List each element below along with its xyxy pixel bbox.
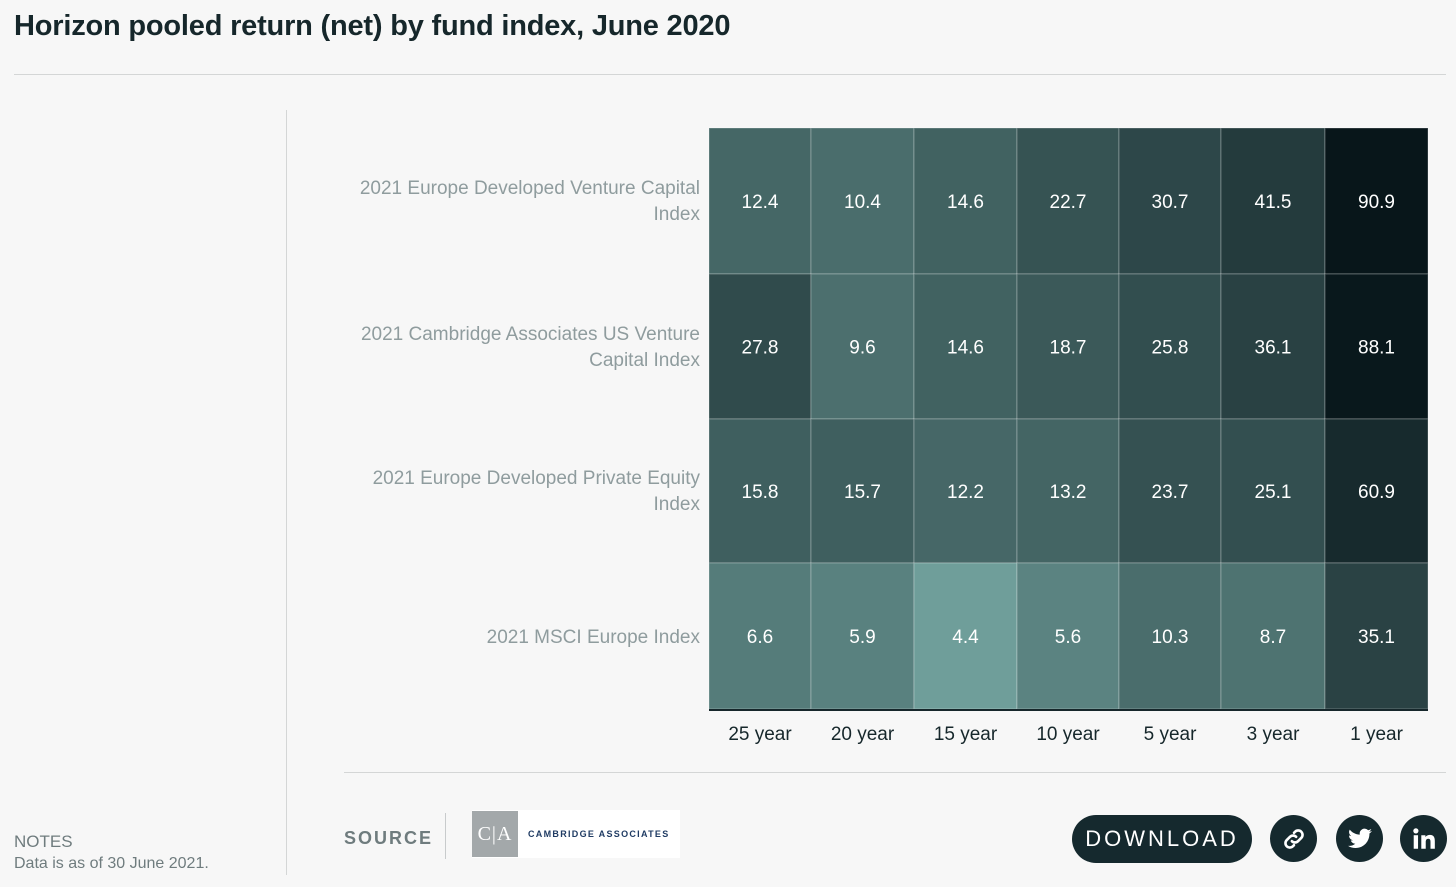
cell-value-label: 4.4	[952, 627, 979, 648]
link-icon	[1281, 826, 1307, 852]
cell-value-label: 9.6	[849, 338, 875, 359]
download-button[interactable]: DOWNLOAD	[1072, 815, 1252, 863]
source-divider	[445, 813, 446, 859]
x-tick-label: 1 year	[1350, 724, 1403, 745]
heatmap-cell	[1118, 562, 1222, 710]
title-divider	[14, 74, 1446, 75]
cell-value-label: 25.8	[1152, 338, 1189, 359]
heatmap-cell	[708, 562, 812, 710]
cell-value-label: 30.7	[1152, 192, 1189, 213]
cell-value-label: 13.2	[1050, 482, 1087, 503]
row-label: 2021 Europe Developed Private Equity Ind…	[372, 468, 700, 515]
cell-value-label: 5.9	[849, 627, 875, 648]
heatmap-cell	[1220, 273, 1326, 420]
cambridge-associates-logo: C|A CAMBRIDGE ASSOCIATES	[472, 810, 680, 858]
footer-divider	[344, 772, 1446, 773]
heatmap-cell	[1016, 127, 1120, 275]
cell-value-label: 15.7	[844, 482, 881, 503]
heatmap-cell	[1118, 127, 1222, 275]
twitter-share-button[interactable]	[1336, 815, 1383, 862]
heatmap-cell	[1016, 273, 1120, 420]
heatmap-cell	[913, 418, 1018, 564]
cell-value-label: 27.8	[742, 338, 779, 359]
cell-value-label: 41.5	[1255, 192, 1292, 213]
cell-value-label: 88.1	[1358, 338, 1395, 359]
cell-value-label: 14.6	[947, 338, 984, 359]
linkedin-share-button[interactable]	[1400, 815, 1447, 862]
cell-value-label: 15.8	[742, 482, 779, 503]
cell-value-label: 90.9	[1358, 192, 1395, 213]
cell-value-label: 14.6	[947, 192, 984, 213]
cell-value-label: 8.7	[1260, 627, 1286, 648]
sidebar-divider	[286, 110, 287, 875]
heatmap-cell	[810, 127, 915, 275]
twitter-icon	[1347, 826, 1373, 852]
heatmap-cell	[1324, 562, 1429, 710]
heatmap-cell	[913, 127, 1018, 275]
cell-value-label: 60.9	[1358, 482, 1395, 503]
source-label: SOURCE	[344, 828, 434, 848]
heatmap-cell	[913, 273, 1018, 420]
cell-value-label: 5.6	[1055, 627, 1081, 648]
heatmap-cell	[1118, 273, 1222, 420]
copy-link-button[interactable]	[1270, 815, 1317, 862]
heatmap-cell	[810, 273, 915, 420]
x-tick-label: 10 year	[1036, 724, 1100, 745]
cell-value-label: 23.7	[1152, 482, 1189, 503]
heatmap-cell	[708, 418, 812, 564]
row-label: 2021 MSCI Europe Index	[486, 627, 700, 648]
cell-value-label: 10.4	[844, 192, 881, 213]
cell-value-label: 36.1	[1255, 338, 1292, 359]
heatmap-cell	[1324, 418, 1429, 564]
cell-value-label: 25.1	[1255, 482, 1292, 503]
chart-title: Horizon pooled return (net) by fund inde…	[14, 10, 731, 42]
row-label: 2021 Europe Developed Venture Capital In…	[359, 178, 700, 225]
row-label: 2021 Cambridge Associates US Venture Cap…	[360, 324, 700, 371]
heatmap-cell	[1220, 127, 1326, 275]
heatmap-cell	[1220, 418, 1326, 564]
cell-value-label: 10.3	[1152, 627, 1189, 648]
cell-value-label: 18.7	[1050, 338, 1087, 359]
cell-value-label: 12.2	[947, 482, 984, 503]
cell-value-label: 6.6	[747, 627, 773, 648]
cell-value-label: 35.1	[1358, 627, 1395, 648]
cell-value-label: 12.4	[742, 192, 779, 213]
heatmap-cell	[810, 418, 915, 564]
heatmap-cell	[1324, 127, 1429, 275]
notes-text: Data is as of 30 June 2021.	[14, 855, 209, 872]
heatmap-chart: 12.4 10.4 14.6 22.7 30.7 41.5 90.9 27.8 9.6 14.6 1…	[708, 127, 1429, 745]
x-tick-label: 15 year	[934, 724, 998, 745]
logo-mark: C|A	[472, 811, 518, 857]
cell-value-label: 22.7	[1050, 192, 1087, 213]
heatmap-cell	[1118, 418, 1222, 564]
heatmap-cell	[1324, 273, 1429, 420]
heatmap-cell	[708, 127, 812, 275]
heatmap-cell	[708, 273, 812, 420]
heatmap-cell	[1016, 418, 1120, 564]
heatmap-cell	[810, 562, 915, 710]
linkedin-icon	[1411, 826, 1437, 852]
x-tick-label: 20 year	[831, 724, 895, 745]
notes-title: NOTES	[14, 832, 73, 851]
x-tick-label: 25 year	[728, 724, 792, 745]
x-tick-label: 5 year	[1144, 724, 1197, 745]
logo-text: CAMBRIDGE ASSOCIATES	[528, 829, 670, 839]
x-tick-label: 3 year	[1247, 724, 1300, 745]
